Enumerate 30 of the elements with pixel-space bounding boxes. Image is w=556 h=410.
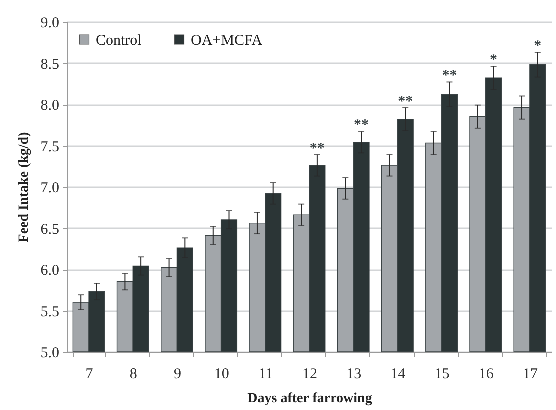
y-tick-label: 6.5 <box>40 222 60 238</box>
annotation: ** <box>398 94 414 110</box>
y-tick-label: 7.0 <box>40 180 60 196</box>
legend-label: Control <box>96 32 142 49</box>
legend-label: OA+MCFA <box>191 32 263 49</box>
y-axis-title: Feed Intake (kg/d) <box>16 132 32 243</box>
x-tick-label: 9 <box>174 366 182 382</box>
y-tick-label: 8.5 <box>40 56 60 73</box>
y-tick-label: 7.5 <box>40 139 60 156</box>
x-tick-label: 7 <box>86 366 94 382</box>
annotation: ** <box>442 68 458 84</box>
x-tick-label: 8 <box>130 366 138 382</box>
annotation: ** <box>310 140 325 157</box>
x-tick-label: 13 <box>346 366 362 382</box>
y-tick-label: 6.0 <box>40 263 60 279</box>
x-tick-label: 15 <box>434 366 450 382</box>
x-tick-label: 16 <box>478 366 494 382</box>
x-axis-title: Days after farrowing <box>248 392 372 406</box>
x-tick-label: 14 <box>390 366 406 382</box>
y-tick-label: 5.5 <box>40 304 60 320</box>
annotation: ** <box>354 118 370 134</box>
annotation: * <box>490 52 498 69</box>
x-tick-label: 17 <box>522 366 538 382</box>
y-tick-label: 5.0 <box>40 346 60 362</box>
annotation: * <box>534 38 542 55</box>
x-tick-label: 11 <box>258 366 274 382</box>
x-tick-label: 10 <box>214 366 230 382</box>
y-tick-label: 8.0 <box>40 98 60 114</box>
x-tick-label: 12 <box>302 366 318 382</box>
y-tick-label: 9.0 <box>40 16 60 32</box>
